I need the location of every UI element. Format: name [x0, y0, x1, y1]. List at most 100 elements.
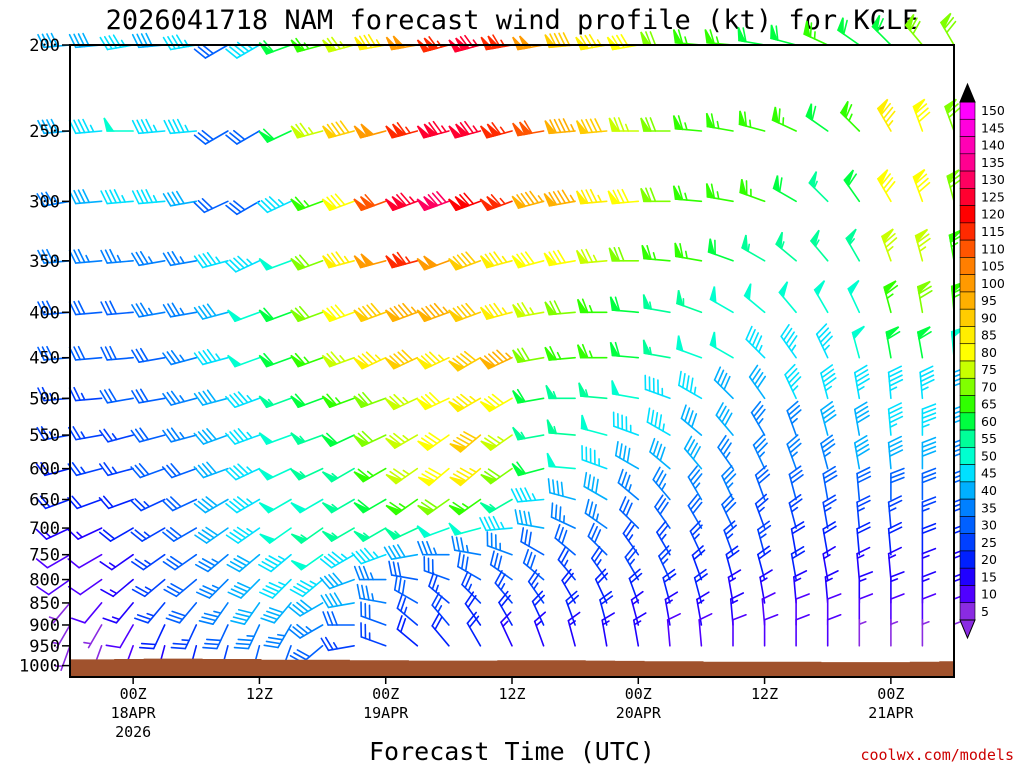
barb-full: [229, 467, 241, 479]
barb-full: [788, 465, 802, 476]
barb-full: [202, 253, 213, 266]
barb-full: [41, 119, 50, 134]
colorbar-box-130: [959, 170, 976, 189]
wind-barb-550-81: [921, 403, 937, 436]
wind-barb-950-45: [533, 611, 547, 647]
wind-barb-350-33: [385, 251, 419, 269]
barb-full: [166, 464, 177, 477]
barb-pennant: [511, 462, 526, 477]
barb-full: [35, 528, 48, 540]
barb-half: [696, 599, 705, 605]
y-tick-label-950: 950: [29, 637, 60, 657]
y-tick-label-1000: 1000: [19, 657, 60, 677]
barb-pennant: [259, 533, 277, 545]
wind-barb-600-33: [385, 467, 419, 485]
barb-full: [417, 540, 424, 556]
barb-half: [246, 635, 255, 638]
barb-full: [456, 470, 471, 479]
colorbar-label-105: 105: [981, 259, 1005, 274]
barb-half: [661, 387, 664, 397]
barb-full: [649, 187, 657, 203]
colorbar-label-15: 15: [981, 569, 997, 584]
wind-barb-250-48: [544, 118, 576, 135]
barb-full: [691, 413, 698, 428]
barb-full: [580, 119, 589, 134]
barb-full: [131, 119, 140, 135]
barb-half: [499, 126, 506, 134]
barb-full: [920, 378, 935, 387]
barb-pennant: [321, 395, 338, 409]
wind-barb-950-39: [466, 611, 482, 647]
wind-barb-700-51: [584, 498, 608, 529]
wind-barb-650-18: [225, 496, 261, 514]
wind-barb-450-21: [258, 352, 292, 368]
barb-pennant: [290, 354, 306, 368]
barb-full: [795, 593, 810, 600]
x-tick-date-6: 21APR: [868, 704, 914, 722]
barb-full: [757, 520, 770, 531]
wind-barb-550-66: [750, 400, 766, 436]
barb-full: [786, 400, 799, 412]
barb-full: [921, 522, 937, 530]
wind-barb-900-42: [498, 590, 513, 626]
barb-full: [754, 465, 768, 476]
wind-barb-400-12: [162, 302, 198, 318]
barb-full: [466, 611, 477, 625]
barb-full: [356, 583, 361, 600]
barb-pennant: [448, 522, 463, 536]
barb-pennant: [384, 357, 401, 370]
wind-barb-600-36: [417, 467, 450, 487]
wind-barb-250-6: [103, 117, 134, 132]
barb-full: [134, 529, 147, 540]
barb-full: [487, 434, 501, 445]
barb-pennant: [321, 354, 338, 368]
barb-full: [691, 524, 703, 537]
barb-half: [889, 386, 898, 392]
barb-half: [502, 620, 509, 628]
barb-full: [452, 357, 465, 369]
barb-full: [775, 25, 779, 41]
credit-link[interactable]: coolwx.com/models: [860, 746, 1014, 764]
barb-pennant: [416, 309, 432, 323]
barb-half: [533, 582, 539, 590]
barb-full: [258, 563, 272, 573]
wind-barb-600-63: [717, 434, 734, 470]
barb-full: [885, 284, 899, 295]
barb-full: [201, 463, 213, 476]
barb-full: [364, 602, 367, 619]
barb-full: [593, 529, 602, 544]
barb-full: [496, 349, 508, 361]
y-tick-label-450: 450: [29, 349, 60, 369]
barb-full: [420, 437, 435, 447]
wind-barb-550-24: [290, 432, 324, 445]
wind-barb-800-33: [388, 560, 419, 581]
barb-pennant: [916, 326, 931, 340]
barb-half: [394, 530, 401, 537]
barb-full: [135, 303, 145, 317]
barb-half: [684, 36, 688, 45]
barb-full: [162, 304, 172, 318]
barb-pennant: [578, 382, 589, 398]
y-tick-label-650: 650: [29, 490, 60, 510]
barb-half: [858, 578, 867, 583]
colorbar-box-95: [959, 291, 976, 310]
barb-pennant: [448, 125, 463, 139]
barb-full: [858, 571, 874, 578]
wind-barb-350-51: [575, 248, 608, 264]
barb-half: [469, 395, 477, 402]
barb-full: [176, 190, 185, 205]
barb-full: [326, 611, 334, 626]
wind-barb-650-36: [417, 498, 450, 516]
barb-half: [85, 254, 90, 263]
barb-half: [374, 354, 382, 361]
barb-full: [585, 248, 594, 263]
barb-pennant: [948, 229, 963, 243]
colorbar-label-50: 50: [981, 448, 997, 463]
wind-barb-950-48: [567, 611, 581, 647]
barb-full: [136, 119, 145, 134]
barb-half: [246, 466, 253, 473]
barb-full: [167, 303, 176, 317]
barb-full: [548, 251, 558, 265]
barb-full: [206, 428, 217, 441]
